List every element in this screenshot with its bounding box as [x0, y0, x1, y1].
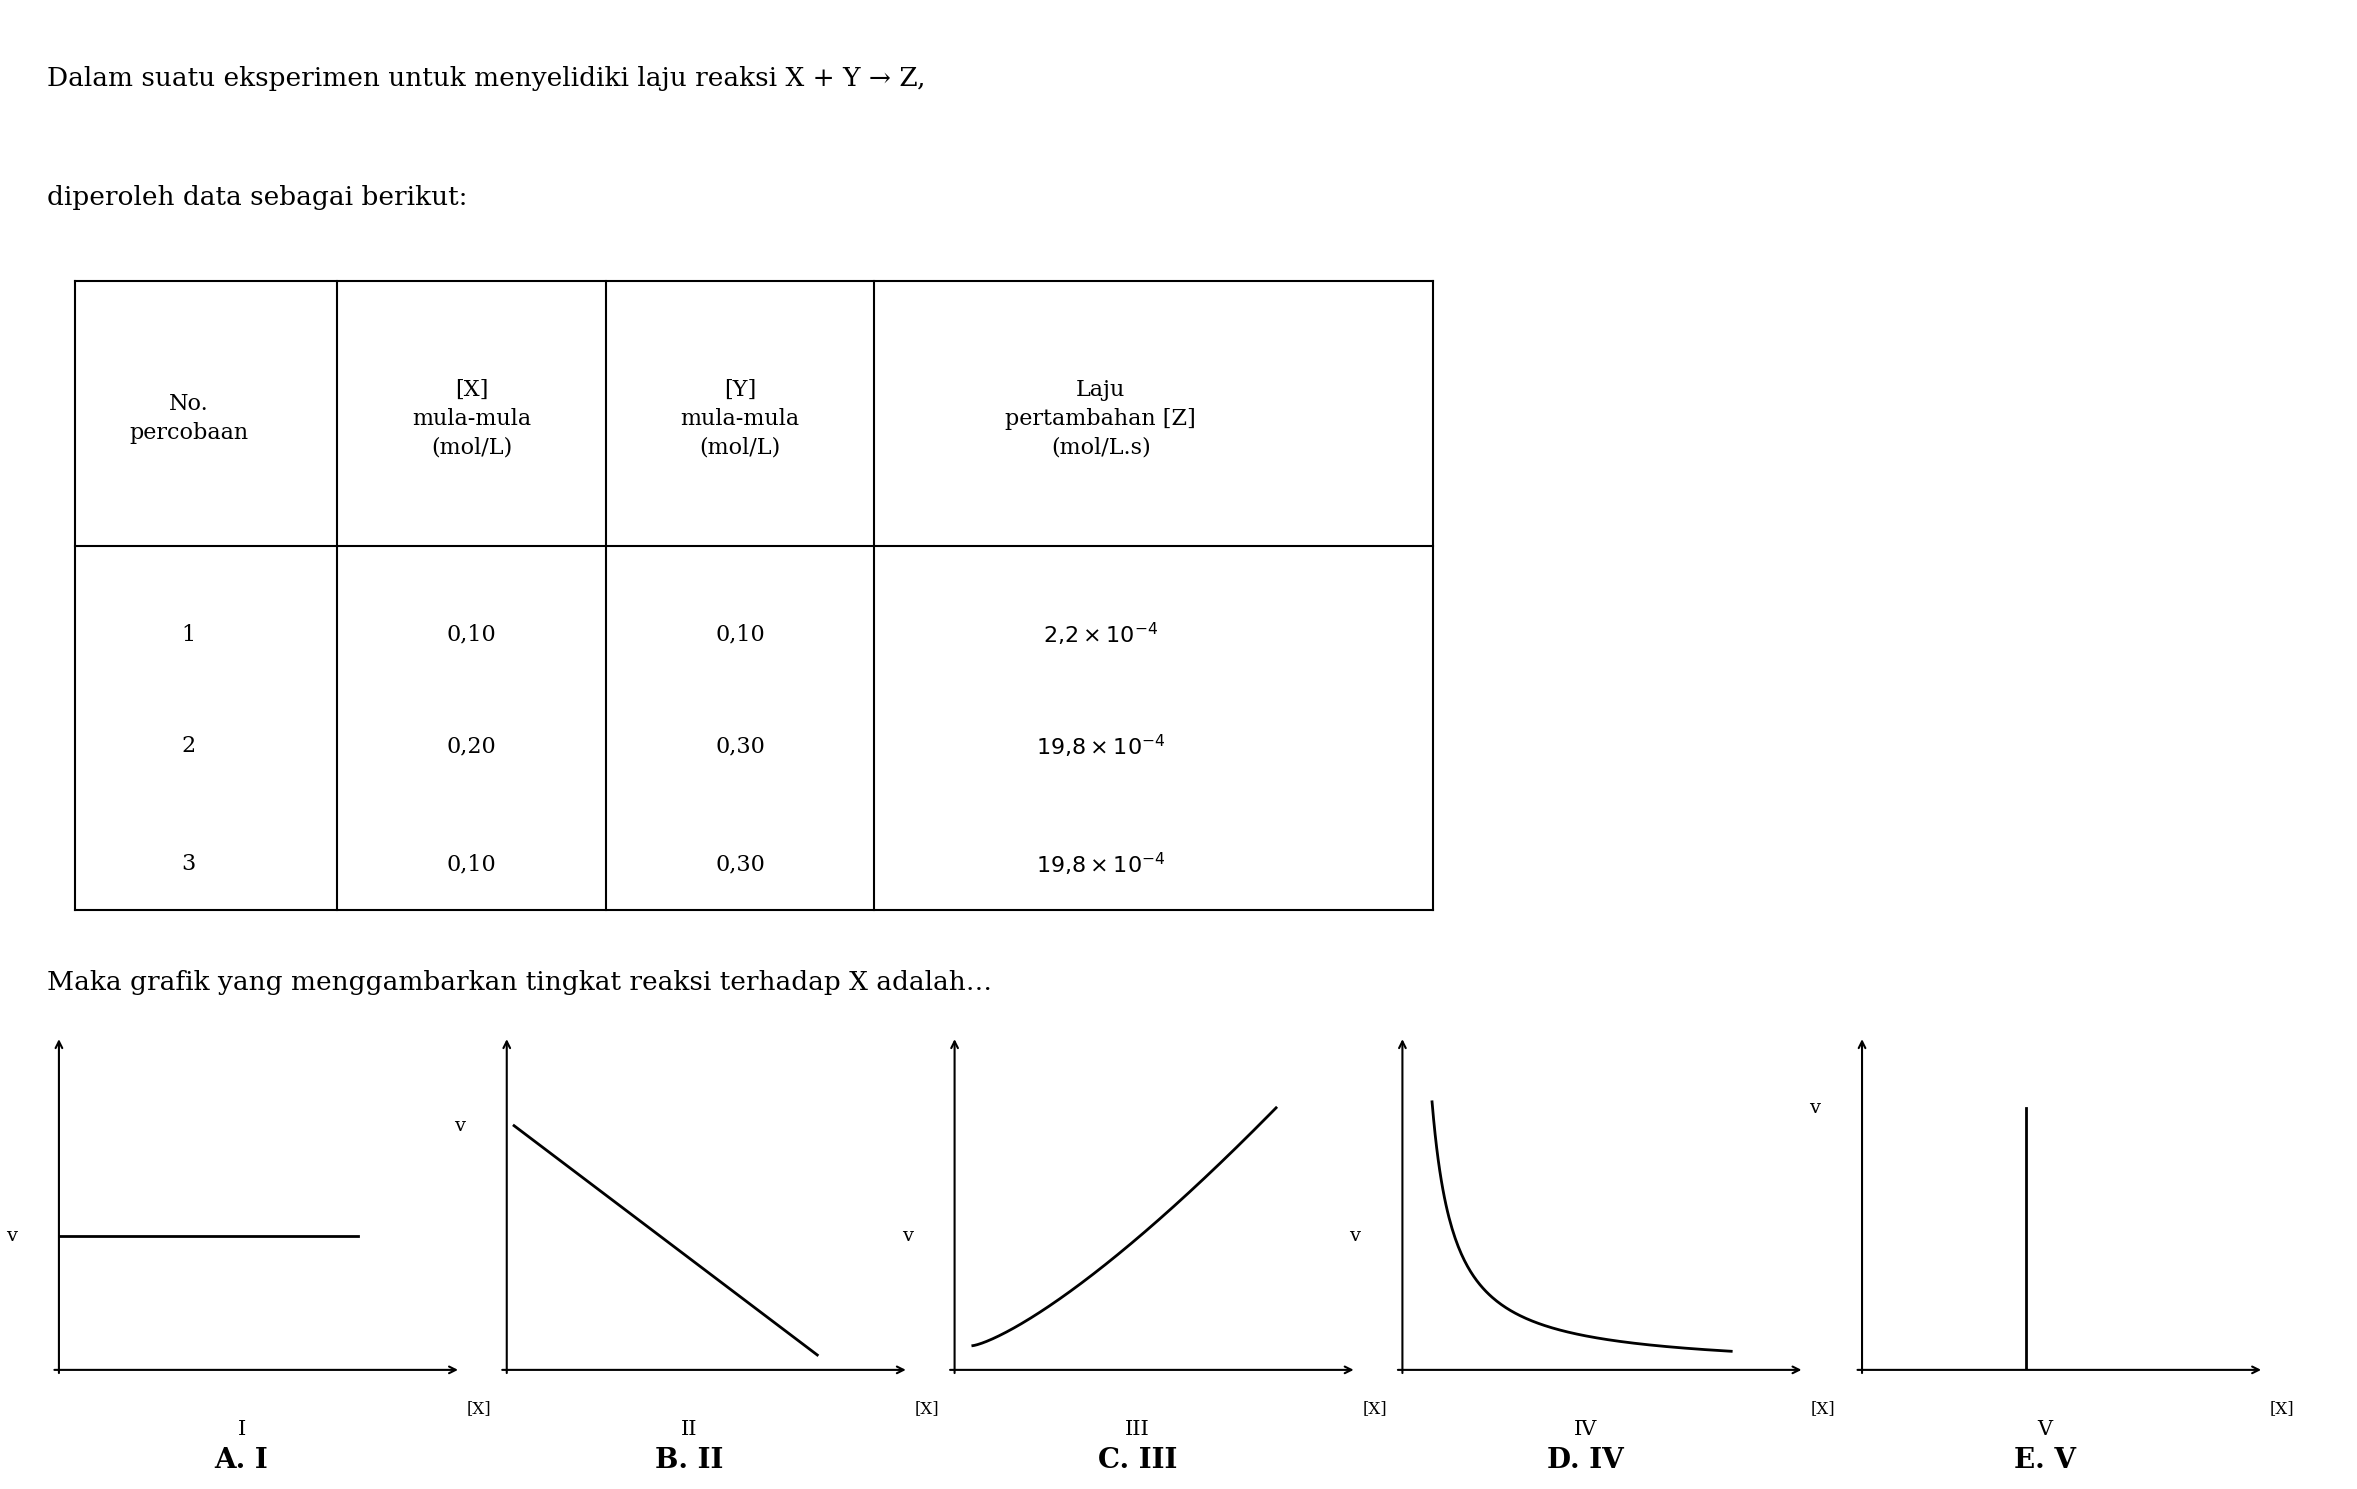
- Text: III: III: [1124, 1421, 1150, 1438]
- Text: v: v: [455, 1117, 464, 1135]
- Text: 0,30: 0,30: [714, 736, 766, 758]
- Text: [Y]
mula-mula
(mol/L): [Y] mula-mula (mol/L): [681, 378, 799, 459]
- Text: C. III: C. III: [1098, 1447, 1176, 1474]
- Text: No.
percobaan: No. percobaan: [130, 393, 247, 444]
- Text: $19{,}8 \times 10^{-4}$: $19{,}8 \times 10^{-4}$: [1037, 850, 1164, 879]
- Text: 0,20: 0,20: [445, 736, 497, 758]
- Text: 0,10: 0,10: [714, 624, 766, 646]
- Text: $2{,}2 \times 10^{-4}$: $2{,}2 \times 10^{-4}$: [1044, 621, 1157, 649]
- Text: A. I: A. I: [214, 1447, 269, 1474]
- Text: 0,30: 0,30: [714, 853, 766, 876]
- Text: B. II: B. II: [655, 1447, 724, 1474]
- Text: [X]
mula-mula
(mol/L): [X] mula-mula (mol/L): [412, 378, 530, 459]
- Text: 0,10: 0,10: [445, 624, 497, 646]
- Text: 2: 2: [181, 736, 196, 758]
- Text: I: I: [238, 1421, 245, 1438]
- Text: [X]: [X]: [2270, 1400, 2293, 1416]
- Text: V: V: [2036, 1421, 2053, 1438]
- Text: II: II: [681, 1421, 698, 1438]
- Text: v: v: [1351, 1227, 1360, 1245]
- Text: D. IV: D. IV: [1546, 1447, 1624, 1474]
- Text: $19{,}8 \times 10^{-4}$: $19{,}8 \times 10^{-4}$: [1037, 733, 1164, 759]
- Text: v: v: [7, 1227, 16, 1245]
- Text: 3: 3: [181, 853, 196, 876]
- Text: IV: IV: [1574, 1421, 1596, 1438]
- Text: v: v: [903, 1227, 912, 1245]
- Text: [X]: [X]: [1810, 1400, 1834, 1416]
- Text: 1: 1: [181, 624, 196, 646]
- Text: diperoleh data sebagai berikut:: diperoleh data sebagai berikut:: [47, 185, 467, 210]
- Text: Laju
pertambahan [Z]
(mol/L.s): Laju pertambahan [Z] (mol/L.s): [1006, 378, 1195, 459]
- Text: [X]: [X]: [1362, 1400, 1386, 1416]
- Text: 0,10: 0,10: [445, 853, 497, 876]
- Text: v: v: [1810, 1099, 1820, 1117]
- Text: [X]: [X]: [915, 1400, 938, 1416]
- Text: [X]: [X]: [467, 1400, 490, 1416]
- Text: Dalam suatu eksperimen untuk menyelidiki laju reaksi X + Y → Z,: Dalam suatu eksperimen untuk menyelidiki…: [47, 66, 926, 91]
- Text: Maka grafik yang menggambarkan tingkat reaksi terhadap X adalah…: Maka grafik yang menggambarkan tingkat r…: [47, 971, 992, 995]
- Text: E. V: E. V: [2013, 1447, 2077, 1474]
